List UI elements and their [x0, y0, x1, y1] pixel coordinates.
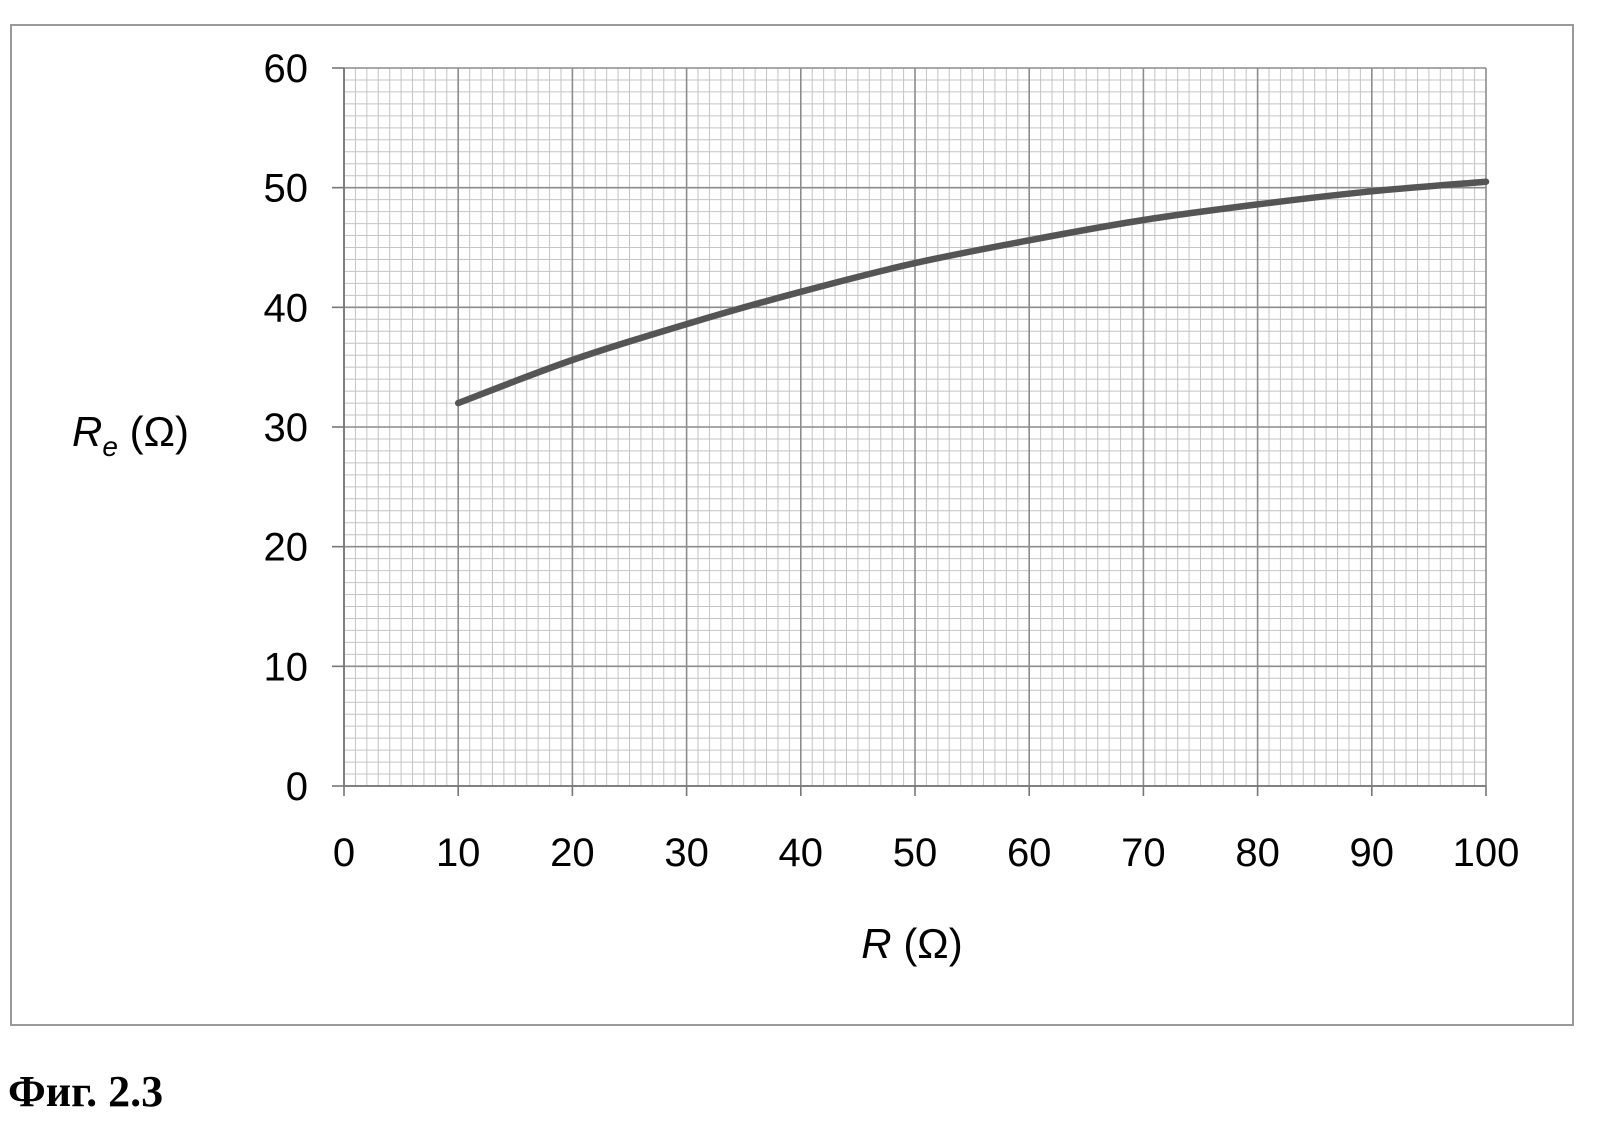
- y-tick-labels: 0 10 20 30 40 50 60: [264, 47, 309, 809]
- series: [454, 178, 1490, 407]
- x-tick-label: 90: [1350, 831, 1395, 875]
- line-chart: 0 10 20 30 40 50 60 70 80 90 100 0 10 20 30 40 50 60 R (…: [72, 47, 1520, 967]
- x-tick-label: 60: [1007, 831, 1052, 875]
- x-tick-label: 80: [1235, 831, 1280, 875]
- x-tick-label: 0: [333, 831, 355, 875]
- y-tick-label: 60: [264, 47, 309, 91]
- y-tick-label: 40: [264, 286, 309, 330]
- axes: [332, 67, 1487, 796]
- series-line: [454, 178, 1490, 407]
- x-tick-label: 10: [436, 831, 481, 875]
- x-tick-label: 50: [893, 831, 938, 875]
- y-tick-label: 30: [264, 406, 309, 450]
- figure-caption: Фиг. 2.3: [8, 1067, 164, 1116]
- y-tick-label: 50: [264, 167, 309, 211]
- chart-frame: [10, 24, 1574, 1026]
- x-tick-labels: 0 10 20 30 40 50 60 70 80 90 100: [333, 831, 1520, 875]
- x-tick-label: 30: [664, 831, 709, 875]
- x-tick-label: 40: [779, 831, 824, 875]
- x-tick-label: 70: [1121, 831, 1166, 875]
- x-tick-label: 100: [1453, 831, 1520, 875]
- x-axis-label: R (Ω): [861, 920, 962, 967]
- y-axis-label: Re (Ω): [72, 408, 189, 462]
- y-tick-label: 20: [264, 526, 309, 570]
- y-tick-label: 0: [286, 765, 308, 809]
- y-tick-label: 10: [264, 645, 309, 689]
- x-tick-label: 20: [550, 831, 595, 875]
